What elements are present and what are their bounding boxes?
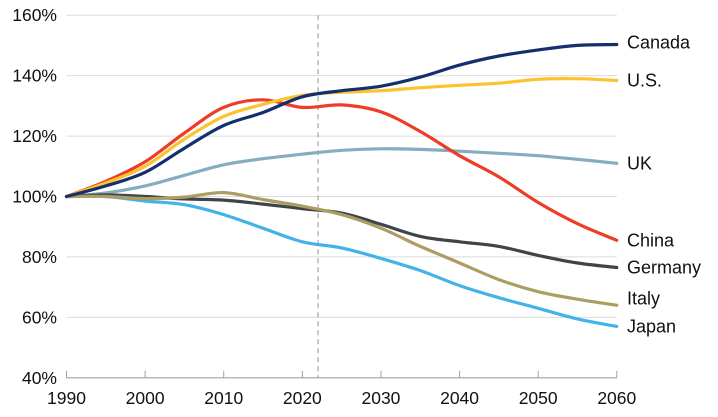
series-label-canada: Canada	[627, 33, 691, 53]
series-label-china: China	[627, 230, 675, 250]
x-tick-label: 2060	[597, 388, 636, 408]
series-label-us: U.S.	[627, 70, 662, 90]
x-tick-label: 2020	[283, 388, 322, 408]
series-line-japan	[64, 194, 619, 328]
x-tick-label: 2000	[126, 388, 165, 408]
x-tick-label: 2030	[361, 388, 400, 408]
series-label-japan: Japan	[627, 316, 676, 336]
series-label-uk: UK	[627, 153, 652, 173]
y-tick-label: 160%	[12, 5, 57, 25]
y-tick-label: 120%	[12, 126, 57, 146]
series-line-china	[64, 98, 619, 242]
x-tick-label: 2010	[204, 388, 243, 408]
y-tick-label: 80%	[22, 247, 57, 267]
x-tick-label: 2050	[519, 388, 558, 408]
series-line-canada	[64, 42, 619, 199]
x-tick-label: 1990	[47, 388, 86, 408]
series-line-uk	[64, 147, 619, 199]
y-tick-label: 60%	[22, 307, 57, 327]
series-line-italy	[64, 190, 619, 307]
series-line-us	[64, 76, 619, 199]
series-label-germany: Germany	[627, 258, 701, 278]
y-tick-label: 40%	[22, 368, 57, 388]
y-tick-label: 100%	[12, 187, 57, 207]
x-tick-label: 2040	[440, 388, 479, 408]
y-tick-label: 140%	[12, 66, 57, 86]
series-label-italy: Italy	[627, 288, 660, 308]
